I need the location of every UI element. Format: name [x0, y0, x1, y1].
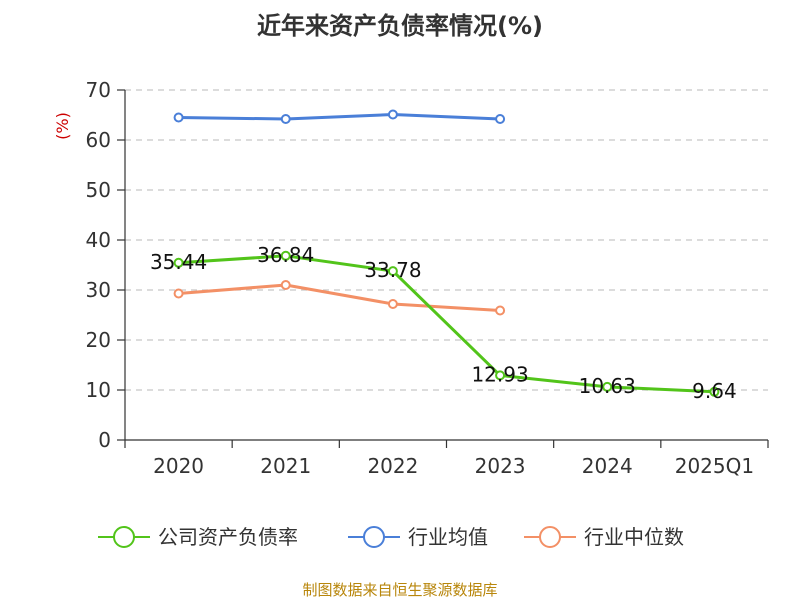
legend-label: 行业中位数: [584, 525, 684, 549]
data-point: [387, 109, 398, 120]
y-tick-label: 40: [86, 228, 111, 252]
data-point: [173, 112, 184, 123]
data-label: 9.64: [692, 379, 737, 403]
series-layer: [173, 109, 720, 397]
data-label: 12.93: [471, 362, 528, 386]
x-tick-label: 2025Q1: [675, 454, 754, 478]
data-labels: 35.44 36.84 33.78 12.93 10.63 9.64: [150, 243, 737, 403]
y-axis-label: (%): [53, 112, 72, 140]
legend-label: 行业均值: [408, 525, 488, 549]
chart-title: 近年来资产负债率情况(%): [257, 12, 543, 40]
series-line-1: [178, 113, 501, 121]
series-line-2: [178, 283, 501, 312]
data-point: [387, 299, 398, 309]
data-point: [173, 288, 184, 299]
y-tick-label: 0: [98, 428, 111, 452]
y-tick-label: 10: [86, 378, 111, 402]
y-tick-label: 70: [86, 78, 111, 102]
y-tick-label: 60: [86, 128, 111, 152]
legend-marker: [363, 526, 385, 548]
data-point: [495, 370, 506, 381]
data-point: [173, 257, 184, 268]
data-point: [495, 114, 506, 124]
source-note: 制图数据来自恒生聚源数据库: [302, 581, 497, 599]
data-point: [495, 305, 506, 316]
grid: [125, 89, 768, 391]
data-point: [280, 250, 291, 261]
x-tick-label: 2024: [582, 454, 633, 478]
x-tick-label: 2020: [153, 454, 204, 478]
series-line-0: [178, 254, 715, 394]
x-tick-label: 2021: [260, 454, 311, 478]
data-point: [280, 280, 291, 290]
x-tick-label: 2022: [367, 454, 418, 478]
data-label: 35.44: [150, 250, 207, 274]
data-label: 33.78: [364, 258, 421, 282]
y-tick-label: 20: [86, 328, 111, 352]
legend-marker: [539, 526, 561, 548]
legend-marker: [113, 526, 135, 548]
data-point: [602, 381, 613, 392]
data-label: 10.63: [579, 374, 636, 398]
legend: 公司资产负债率 行业均值 行业中位数: [98, 525, 684, 549]
legend-label: 公司资产负债率: [158, 525, 298, 549]
data-label: 36.84: [257, 243, 314, 267]
y-tick-label: 30: [86, 278, 111, 302]
y-tick-label: 50: [86, 178, 111, 202]
data-point: [280, 114, 291, 124]
data-point: [709, 386, 720, 397]
x-tick-label: 2023: [475, 454, 526, 478]
axes: 0 10 20 30 40 50 60 70 2020 2021 2022 2023 2024 2025Q…: [86, 78, 769, 478]
data-point: [387, 266, 398, 277]
